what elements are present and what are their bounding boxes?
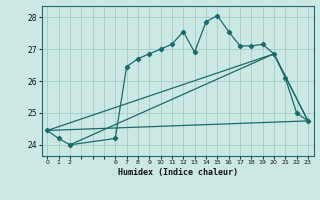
X-axis label: Humidex (Indice chaleur): Humidex (Indice chaleur)	[118, 168, 237, 177]
